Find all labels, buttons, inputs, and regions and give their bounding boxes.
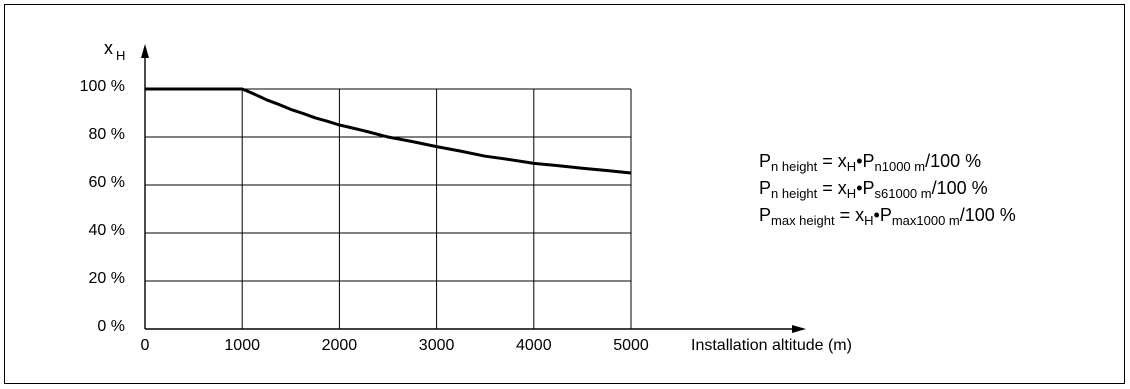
axis-labels: x H Installation altitude (m) (104, 38, 852, 354)
y-axis-arrow (141, 44, 149, 58)
formula-subscript: max height (771, 213, 835, 228)
formula-text: = x (817, 151, 847, 171)
formula-text: P (759, 205, 772, 225)
series-line-0 (145, 87, 632, 175)
x-tick-label: 3000 (419, 337, 455, 354)
series (145, 87, 632, 175)
formula-text: •P (856, 178, 875, 198)
formula-text: P (759, 178, 772, 198)
formula-text: /100 % (959, 205, 1016, 225)
formula-subscript: s61000 m (874, 186, 932, 201)
x-axis-arrow (792, 325, 806, 333)
formula-subscript: H (846, 186, 857, 201)
y-tick-label: 60 % (89, 174, 125, 191)
y-tick-label: 100 % (80, 78, 125, 95)
y-tick-label: 40 % (89, 222, 125, 239)
axes (141, 44, 806, 333)
formula-text: P (759, 151, 772, 171)
figure-frame (4, 4, 1125, 384)
x-tick-label: 2000 (322, 337, 358, 354)
formula-subscript: n height (771, 159, 818, 174)
formula-subscript: H (864, 213, 874, 228)
formula-text: = x (817, 178, 847, 198)
grid (145, 88, 632, 329)
x-tick-label: 4000 (516, 337, 552, 354)
formula-line: Pmax height = xH•Pmax1000 m/100 % (759, 202, 1016, 229)
x-tick-label: 0 (141, 337, 150, 354)
formula-block: Pn height = xH•Pn1000 m/100 % Pn height =… (759, 148, 1016, 229)
formula-line: Pn height = xH•Ps61000 m/100 % (759, 175, 1016, 202)
formula-subscript: max1000 m (891, 213, 960, 228)
formula-text: = x (834, 205, 865, 225)
formula-subscript: n1000 m (874, 159, 926, 174)
y-tick-label: 20 % (89, 270, 125, 287)
x-tick-label: 5000 (613, 337, 649, 354)
formula-line: Pn height = xH•Pn1000 m/100 % (759, 148, 1016, 175)
y-tick-label: 80 % (89, 126, 125, 143)
formula-subscript: n height (771, 186, 818, 201)
formula-text: /100 % (925, 151, 982, 171)
y-axis-label: x (104, 38, 113, 58)
x-axis-label: Installation altitude (m) (691, 337, 852, 354)
y-axis-label-subscript: H (116, 48, 125, 63)
y-tick-label: 0 % (97, 318, 125, 335)
formula-text: •P (873, 205, 892, 225)
formula-subscript: H (846, 159, 857, 174)
tick-labels: 0 % 20 % 40 % 60 % 80 % 100 % 0 1000 2000 3000 400… (80, 78, 649, 354)
formula-text: /100 % (931, 178, 988, 198)
formula-text: •P (856, 151, 875, 171)
x-tick-label: 1000 (224, 337, 260, 354)
